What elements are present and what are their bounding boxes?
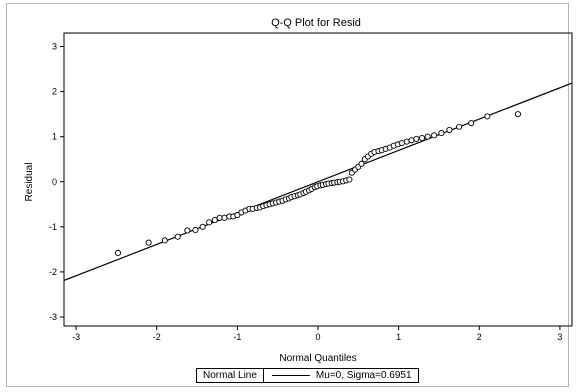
x-axis-label: Normal Quantiles xyxy=(279,353,356,364)
x-tick-label: 2 xyxy=(477,332,482,342)
chart-title: Q-Q Plot for Resid xyxy=(271,17,361,29)
y-tick-label: 3 xyxy=(52,42,57,52)
y-tick-label: 2 xyxy=(52,87,57,97)
data-point xyxy=(174,233,181,240)
data-point xyxy=(403,138,410,145)
data-point xyxy=(398,139,405,147)
data-point xyxy=(456,123,463,130)
data-point xyxy=(438,130,445,137)
data-point xyxy=(446,126,453,133)
data-point xyxy=(484,113,491,120)
x-tick-label: 3 xyxy=(557,332,562,342)
data-point xyxy=(211,217,218,224)
normal-reference-line xyxy=(64,82,572,282)
data-point xyxy=(468,120,475,127)
legend-entry: Mu=0, Sigma=0.6951 xyxy=(264,369,418,382)
data-point xyxy=(206,219,213,226)
plot-border xyxy=(63,32,573,327)
data-point xyxy=(408,137,415,144)
plot-area xyxy=(63,32,573,327)
data-point xyxy=(358,160,365,167)
y-axis-label: Residual xyxy=(24,163,35,202)
data-point xyxy=(221,214,228,221)
data-point xyxy=(199,223,206,230)
data-point xyxy=(418,134,426,142)
legend-entry-label: Mu=0, Sigma=0.6951 xyxy=(315,370,412,381)
y-tick-label: -2 xyxy=(49,267,57,277)
data-point xyxy=(431,132,438,139)
x-tick-label: -1 xyxy=(233,332,241,342)
data-point xyxy=(114,249,122,257)
legend-line-swatch xyxy=(271,375,310,376)
y-tick-label: -3 xyxy=(49,312,57,322)
x-axis-ticks: -3 -2 -1 0 1 2 3 xyxy=(72,326,562,342)
data-points xyxy=(114,111,522,257)
data-point xyxy=(413,135,420,142)
y-tick-label: 0 xyxy=(52,177,57,187)
y-tick-label: -1 xyxy=(49,222,57,232)
x-tick-label: -3 xyxy=(72,332,80,342)
data-point xyxy=(192,226,199,234)
data-point xyxy=(145,239,152,246)
x-tick-label: -2 xyxy=(153,332,161,342)
x-tick-label: 1 xyxy=(396,332,401,342)
data-point xyxy=(346,176,353,183)
chart-frame xyxy=(6,3,569,387)
data-point xyxy=(234,212,241,219)
data-point xyxy=(424,133,431,140)
legend: Normal Line Mu=0, Sigma=0.6951 xyxy=(196,368,419,383)
data-point xyxy=(184,227,191,234)
legend-title: Normal Line xyxy=(197,369,264,382)
y-tick-label: 1 xyxy=(52,132,57,142)
y-axis-ticks: -3 -2 -1 0 1 2 3 xyxy=(49,42,64,322)
x-tick-label: 0 xyxy=(315,332,320,342)
data-point xyxy=(514,111,522,118)
data-point xyxy=(161,237,168,244)
